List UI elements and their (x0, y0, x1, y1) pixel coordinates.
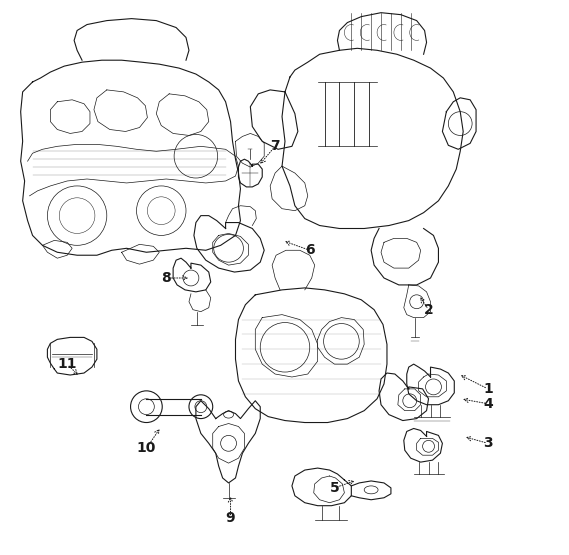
Text: 5: 5 (329, 481, 339, 495)
Text: 11: 11 (57, 357, 77, 371)
Text: 3: 3 (483, 436, 493, 450)
Text: 6: 6 (305, 243, 315, 258)
Text: 8: 8 (162, 271, 171, 285)
Text: 10: 10 (137, 441, 156, 455)
Text: 7: 7 (270, 139, 280, 153)
Text: 4: 4 (483, 397, 493, 411)
Text: 2: 2 (424, 302, 434, 317)
Text: 9: 9 (226, 511, 236, 524)
Text: 1: 1 (483, 382, 493, 396)
